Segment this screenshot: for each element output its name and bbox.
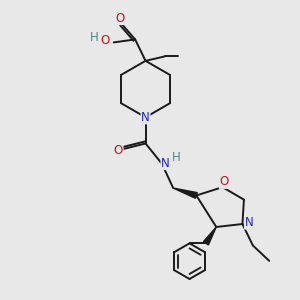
- Text: N: N: [244, 216, 253, 229]
- Text: N: N: [161, 157, 170, 169]
- Text: O: O: [116, 11, 125, 25]
- Polygon shape: [203, 227, 216, 245]
- Text: N: N: [141, 111, 150, 124]
- Polygon shape: [173, 188, 197, 198]
- Text: O: O: [219, 175, 229, 188]
- Text: H: H: [172, 151, 181, 164]
- Text: O: O: [101, 34, 110, 47]
- Text: H: H: [90, 31, 99, 44]
- Text: O: O: [114, 144, 123, 157]
